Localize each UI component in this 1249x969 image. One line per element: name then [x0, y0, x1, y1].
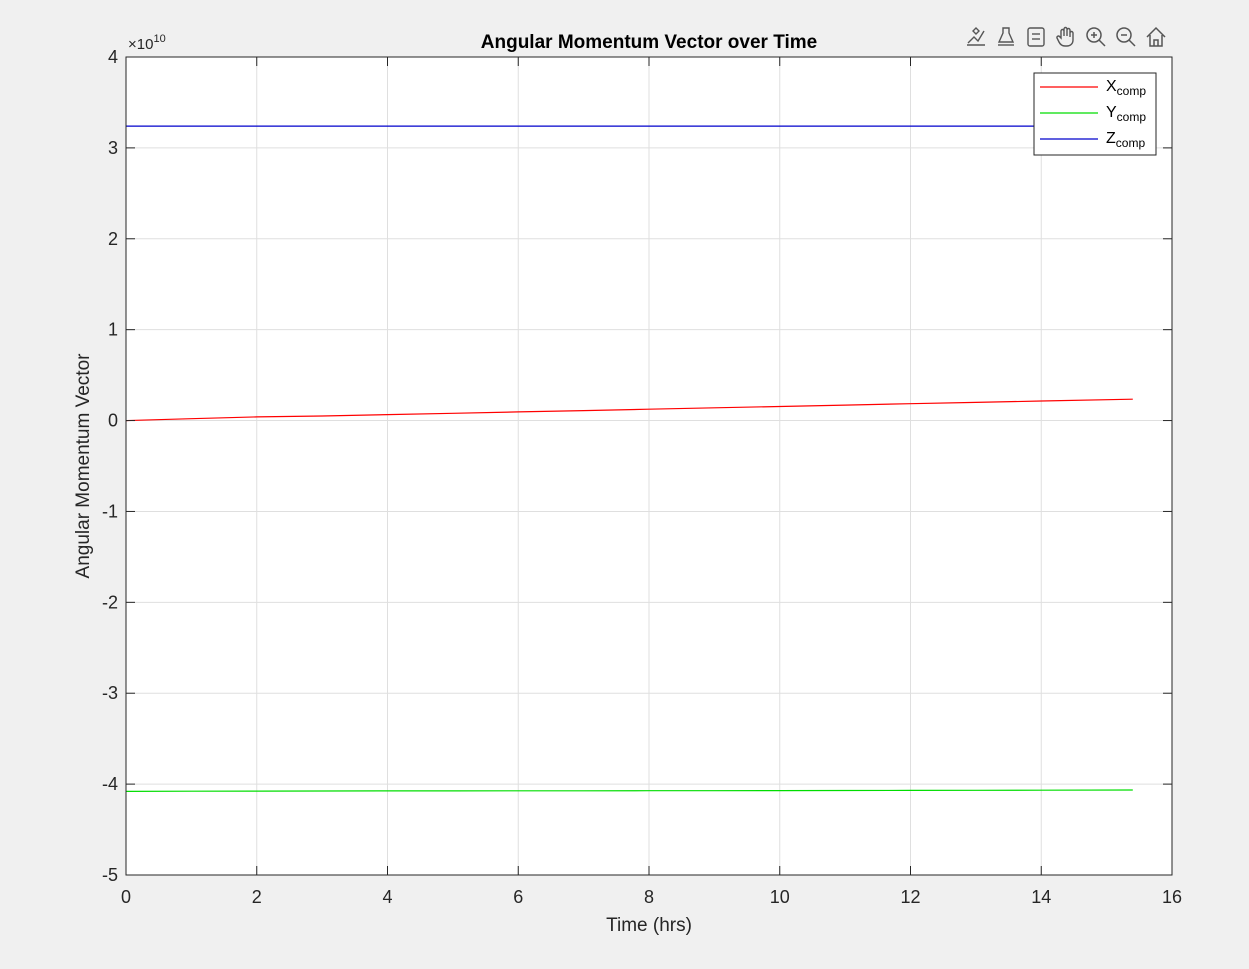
x-tick-label: 6	[513, 887, 523, 907]
zoom-out-tool[interactable]	[1112, 23, 1140, 51]
brush-tool[interactable]	[962, 23, 990, 51]
axes-toolbar	[962, 22, 1170, 52]
y-tick-label: -2	[102, 592, 118, 612]
y-tick-label: 4	[108, 47, 118, 67]
legend-toggle-tool[interactable]	[1022, 23, 1050, 51]
x-tick-label: 12	[900, 887, 920, 907]
y-tick-label: 0	[108, 411, 118, 431]
legend-toggle-icon	[1027, 27, 1045, 47]
pan-hand-icon	[1056, 26, 1074, 47]
legend-label-z: Zcomp	[1106, 130, 1145, 150]
x-tick-label: 14	[1031, 887, 1051, 907]
svg-text:×1010: ×1010	[128, 33, 166, 53]
y-tick-label: -4	[102, 774, 118, 794]
chart-title: Angular Momentum Vector over Time	[481, 32, 817, 53]
x-tick-label: 16	[1162, 887, 1182, 907]
x-tick-label: 10	[770, 887, 790, 907]
pan-tool[interactable]	[1052, 23, 1080, 51]
y-tick-label: -5	[102, 865, 118, 885]
data-tips-icon	[997, 27, 1015, 46]
exponent-base: ×10	[128, 36, 153, 53]
series-line-x	[125, 398, 1133, 422]
series-layer	[125, 125, 1133, 793]
y-tick-label: -3	[102, 683, 118, 703]
legend[interactable]: Xcomp Ycomp Zcomp	[1033, 72, 1157, 156]
y-tick-label: 3	[108, 138, 118, 158]
exponent-power: 10	[153, 33, 165, 45]
y-axis-label: Angular Momentum Vector	[73, 353, 94, 579]
legend-label-y: Ycomp	[1106, 104, 1146, 124]
x-tick-label: 2	[252, 887, 262, 907]
home-icon	[1146, 26, 1166, 47]
zoom-in-tool[interactable]	[1082, 23, 1110, 51]
x-tick-label: 4	[382, 887, 392, 907]
x-tick-label: 0	[121, 887, 131, 907]
zoom-out-icon	[1116, 27, 1136, 47]
zoom-in-icon	[1086, 27, 1106, 47]
legend-label-x: Xcomp	[1106, 78, 1146, 98]
y-tick-label: 1	[108, 320, 118, 340]
data-tips-tool[interactable]	[992, 23, 1020, 51]
home-tool[interactable]	[1142, 23, 1170, 51]
y-tick-label: -1	[102, 501, 118, 521]
y-tick-label: 2	[108, 229, 118, 249]
y-exponent-label: ×1010	[128, 33, 166, 53]
x-axis-label: Time (hrs)	[606, 915, 692, 936]
x-tick-label: 8	[644, 887, 654, 907]
series-line-y	[125, 789, 1133, 793]
legend-items: Xcomp Ycomp Zcomp	[1040, 78, 1146, 150]
brush-icon	[967, 27, 985, 46]
